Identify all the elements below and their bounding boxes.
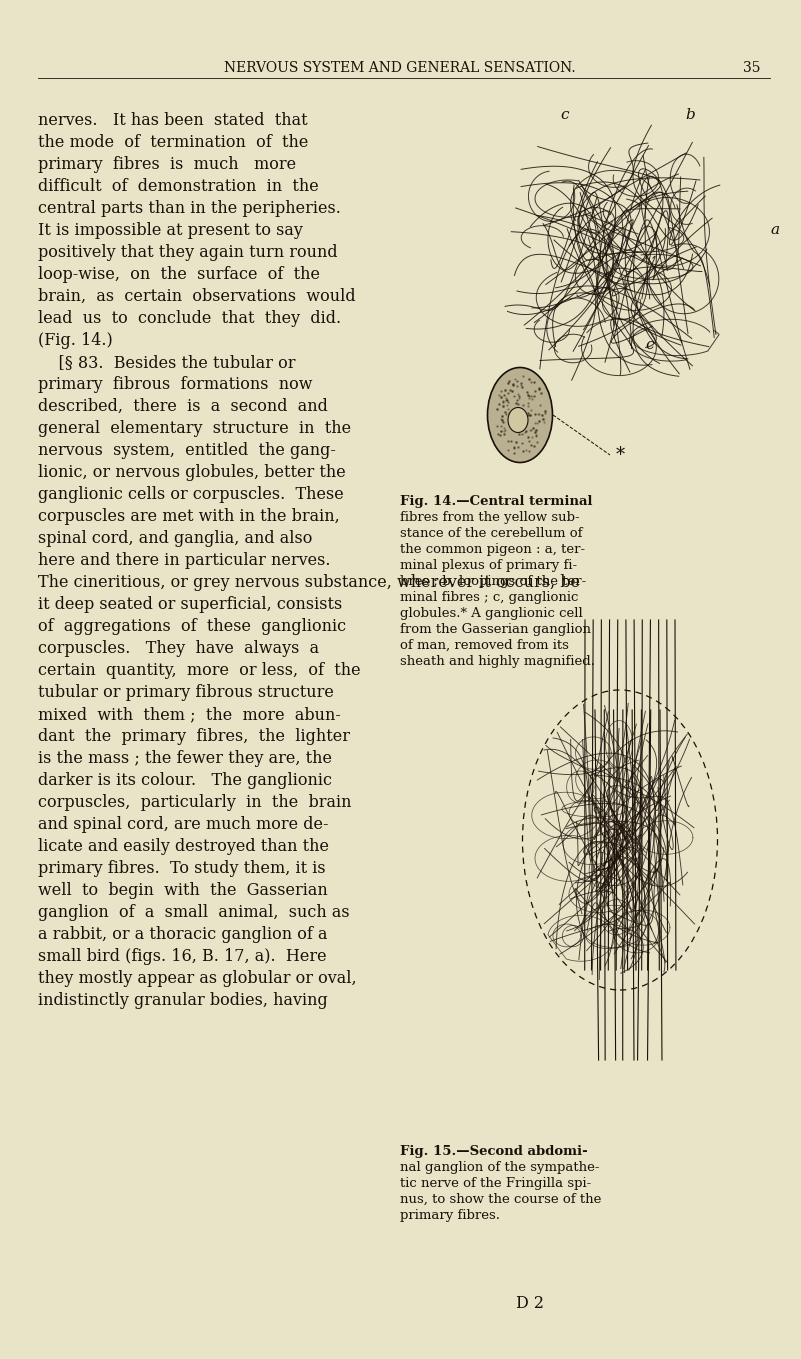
Text: tubular or primary fibrous structure: tubular or primary fibrous structure: [38, 684, 334, 701]
Text: brain,  as  certain  observations  would: brain, as certain observations would: [38, 288, 356, 304]
Text: Fig. 14.—Central terminal: Fig. 14.—Central terminal: [400, 495, 593, 508]
Text: the mode  of  termination  of  the: the mode of termination of the: [38, 135, 308, 151]
Text: primary  fibrous  formations  now: primary fibrous formations now: [38, 376, 312, 393]
Text: difficult  of  demonstration  in  the: difficult of demonstration in the: [38, 178, 319, 194]
Text: minal plexus of primary fi-: minal plexus of primary fi-: [400, 559, 578, 572]
Text: they mostly appear as globular or oval,: they mostly appear as globular or oval,: [38, 970, 356, 987]
Text: D 2: D 2: [516, 1295, 544, 1311]
Text: nerves.   It has been  stated  that: nerves. It has been stated that: [38, 111, 308, 129]
Text: of  aggregations  of  these  ganglionic: of aggregations of these ganglionic: [38, 618, 346, 635]
Text: NERVOUS SYSTEM AND GENERAL SENSATION.: NERVOUS SYSTEM AND GENERAL SENSATION.: [224, 61, 576, 75]
Text: c: c: [561, 107, 570, 122]
Text: indistinctly granular bodies, having: indistinctly granular bodies, having: [38, 992, 328, 1008]
Text: c: c: [646, 338, 654, 352]
Text: ganglionic cells or corpuscles.  These: ganglionic cells or corpuscles. These: [38, 487, 344, 503]
Text: well  to  begin  with  the  Gasserian: well to begin with the Gasserian: [38, 882, 328, 900]
Text: it deep seated or superficial, consists: it deep seated or superficial, consists: [38, 597, 342, 613]
Text: certain  quantity,  more  or less,  of  the: certain quantity, more or less, of the: [38, 662, 360, 680]
Text: fibres from the yellow sub-: fibres from the yellow sub-: [400, 511, 580, 525]
Text: general  elementary  structure  in  the: general elementary structure in the: [38, 420, 351, 438]
Text: corpuscles are met with in the brain,: corpuscles are met with in the brain,: [38, 508, 340, 525]
Text: primary fibres.  To study them, it is: primary fibres. To study them, it is: [38, 860, 326, 877]
Text: Fig. 15.—Second abdomi-: Fig. 15.—Second abdomi-: [400, 1146, 588, 1158]
Ellipse shape: [508, 408, 528, 432]
Text: b: b: [685, 107, 695, 122]
Text: nervous  system,  entitled  the gang-: nervous system, entitled the gang-: [38, 442, 336, 459]
Text: positively that they again turn round: positively that they again turn round: [38, 245, 338, 261]
Text: central parts than in the peripheries.: central parts than in the peripheries.: [38, 200, 341, 217]
Text: licate and easily destroyed than the: licate and easily destroyed than the: [38, 839, 329, 855]
Text: ganglion  of  a  small  animal,  such as: ganglion of a small animal, such as: [38, 904, 349, 921]
Text: the common pigeon : a, ter-: the common pigeon : a, ter-: [400, 544, 585, 556]
Text: The cineritious, or grey nervous substance, wherever it occurs, be: The cineritious, or grey nervous substan…: [38, 573, 580, 591]
Text: bres ; b, loopings of the ter-: bres ; b, loopings of the ter-: [400, 575, 586, 588]
Text: (Fig. 14.): (Fig. 14.): [38, 332, 113, 349]
Text: sheath and highly magnified.: sheath and highly magnified.: [400, 655, 595, 669]
Text: and spinal cord, are much more de-: and spinal cord, are much more de-: [38, 815, 328, 833]
Text: primary fibres.: primary fibres.: [400, 1210, 500, 1222]
Text: [§ 83.  Besides the tubular or: [§ 83. Besides the tubular or: [38, 353, 296, 371]
Text: globules.* A ganglionic cell: globules.* A ganglionic cell: [400, 607, 583, 620]
Text: of man, removed from its: of man, removed from its: [400, 639, 569, 652]
Text: small bird (figs. 16, B. 17, a).  Here: small bird (figs. 16, B. 17, a). Here: [38, 949, 327, 965]
Text: lead  us  to  conclude  that  they  did.: lead us to conclude that they did.: [38, 310, 341, 328]
Text: corpuscles.   They  have  always  a: corpuscles. They have always a: [38, 640, 319, 656]
Text: *: *: [615, 446, 625, 463]
Text: tic nerve of the Fringilla spi-: tic nerve of the Fringilla spi-: [400, 1177, 591, 1190]
Text: corpuscles,  particularly  in  the  brain: corpuscles, particularly in the brain: [38, 794, 352, 811]
Text: It is impossible at present to say: It is impossible at present to say: [38, 222, 303, 239]
Text: lionic, or nervous globules, better the: lionic, or nervous globules, better the: [38, 463, 346, 481]
Text: described,  there  is  a  second  and: described, there is a second and: [38, 398, 328, 414]
Ellipse shape: [488, 367, 553, 462]
Text: darker is its colour.   The ganglionic: darker is its colour. The ganglionic: [38, 772, 332, 790]
Text: here and there in particular nerves.: here and there in particular nerves.: [38, 552, 331, 569]
Text: from the Gasserian ganglion: from the Gasserian ganglion: [400, 622, 591, 636]
Text: minal fibres ; c, ganglionic: minal fibres ; c, ganglionic: [400, 591, 578, 603]
Text: spinal cord, and ganglia, and also: spinal cord, and ganglia, and also: [38, 530, 312, 548]
Text: 35: 35: [743, 61, 760, 75]
Text: a: a: [771, 223, 779, 236]
Text: nal ganglion of the sympathe-: nal ganglion of the sympathe-: [400, 1161, 599, 1174]
Text: dant  the  primary  fibres,  the  lighter: dant the primary fibres, the lighter: [38, 728, 350, 745]
Text: nus, to show the course of the: nus, to show the course of the: [400, 1193, 602, 1205]
Text: primary  fibres  is  much   more: primary fibres is much more: [38, 156, 296, 173]
Text: stance of the cerebellum of: stance of the cerebellum of: [400, 527, 582, 540]
Text: is the mass ; the fewer they are, the: is the mass ; the fewer they are, the: [38, 750, 332, 766]
Text: loop-wise,  on  the  surface  of  the: loop-wise, on the surface of the: [38, 266, 320, 283]
Text: mixed  with  them ;  the  more  abun-: mixed with them ; the more abun-: [38, 705, 341, 723]
Text: a rabbit, or a thoracic ganglion of a: a rabbit, or a thoracic ganglion of a: [38, 925, 328, 943]
